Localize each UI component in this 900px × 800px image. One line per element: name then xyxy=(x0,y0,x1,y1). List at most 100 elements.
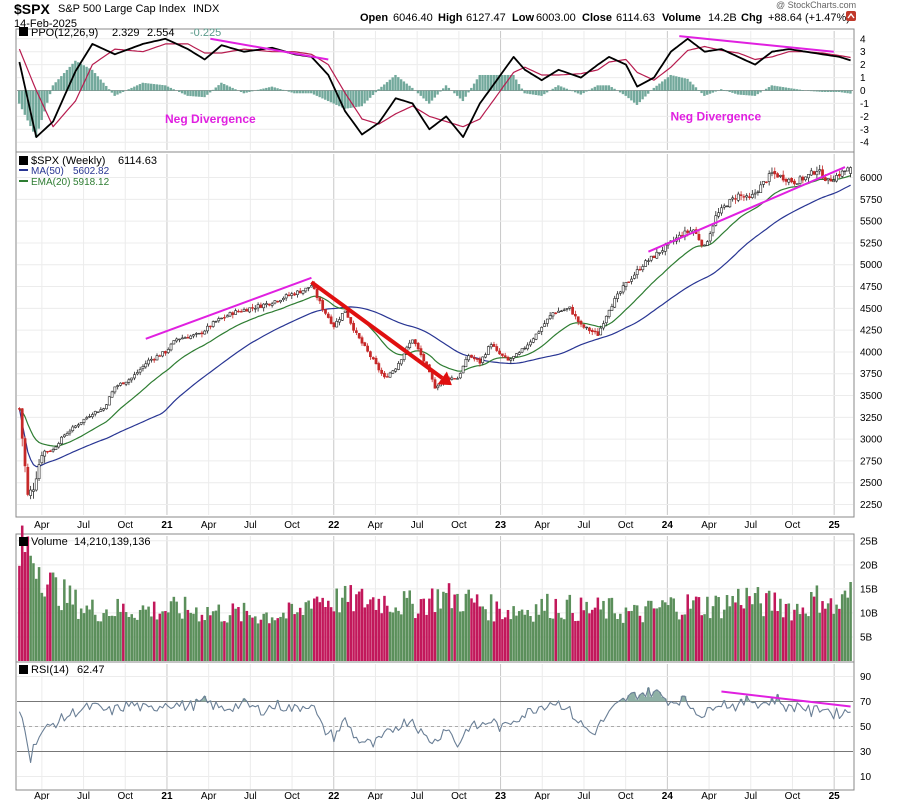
volume-bar xyxy=(405,597,409,661)
candle-body xyxy=(470,354,473,358)
x-tick-label: Jul xyxy=(411,520,424,531)
ppo-histogram-bar xyxy=(613,88,616,91)
volume-bar xyxy=(315,596,319,661)
candle-body xyxy=(287,294,291,297)
volume-bar xyxy=(697,597,701,661)
volume-bar xyxy=(225,622,229,661)
candle-body xyxy=(739,194,743,196)
volume-bar xyxy=(150,616,153,661)
volume-bar xyxy=(248,615,251,661)
ppo-histogram-bar xyxy=(399,79,403,91)
ppo-histogram-bar xyxy=(228,86,232,91)
volume-bar xyxy=(840,594,844,661)
ppo-histogram-bar xyxy=(116,90,119,95)
candle-body xyxy=(472,357,476,360)
ppo-histogram-bar xyxy=(711,90,715,93)
ppo-histogram-bar xyxy=(722,90,726,91)
x-tick-label: 23 xyxy=(495,520,507,531)
ppo-histogram-bar xyxy=(644,90,647,97)
volume-bar xyxy=(71,604,75,661)
price-tick-label: 4250 xyxy=(860,326,883,337)
volume-bar xyxy=(270,617,274,661)
candle-body xyxy=(543,323,546,327)
candle-body xyxy=(371,357,375,360)
volume-bar xyxy=(675,611,678,661)
ppo-histogram-bar xyxy=(703,90,706,96)
volume-bar xyxy=(385,605,389,661)
candle-body xyxy=(93,411,97,415)
candle-body xyxy=(144,363,148,368)
ppo-histogram-bar xyxy=(391,77,394,91)
ppo-histogram-bar xyxy=(635,90,639,105)
volume-bar xyxy=(391,612,395,661)
ppo-histogram-bar xyxy=(627,90,630,99)
ppo-histogram-bar xyxy=(849,90,852,94)
volume-bar xyxy=(343,585,347,661)
candle-body xyxy=(736,193,740,201)
price-trendline xyxy=(145,276,312,340)
volume-bar xyxy=(470,598,473,661)
candle-body xyxy=(37,464,41,480)
candle-body xyxy=(34,478,38,491)
volume-bar xyxy=(416,613,420,661)
candle-body xyxy=(618,291,622,294)
volume-bar xyxy=(26,536,30,661)
volume-bar xyxy=(414,618,417,661)
volume-bar xyxy=(593,607,597,661)
candle-body xyxy=(242,309,246,312)
volume-bar xyxy=(287,602,291,661)
candle-body xyxy=(32,489,35,492)
ppo-histogram-bar xyxy=(99,79,102,91)
volume-bar xyxy=(158,613,162,661)
ppo-histogram-bar xyxy=(543,90,546,95)
candle-body xyxy=(200,332,204,335)
ppo-histogram-bar xyxy=(500,74,504,91)
volume-bar xyxy=(576,620,580,661)
x-tick-label: Apr xyxy=(701,520,717,531)
candle-body xyxy=(807,174,810,179)
candle-body xyxy=(360,337,364,344)
candle-body xyxy=(720,207,723,214)
candle-body xyxy=(251,307,254,309)
x-tick-label-bottom: Oct xyxy=(785,791,801,800)
ppo-histogram-bar xyxy=(489,74,493,91)
ppo-histogram-bar xyxy=(130,87,133,91)
ppo-histogram-bar xyxy=(242,90,246,94)
ppo-histogram-bar xyxy=(397,77,400,91)
candle-body xyxy=(18,408,21,410)
volume-bar xyxy=(43,596,46,661)
candle-body xyxy=(422,354,426,362)
ppo-histogram-bar xyxy=(837,90,841,92)
ppo-histogram-bar xyxy=(332,90,335,104)
ppo-histogram-bar xyxy=(621,90,625,95)
ppo-tick-label: -4 xyxy=(860,138,869,149)
volume-bar xyxy=(119,611,122,661)
volume-bar xyxy=(585,601,588,661)
volume-bar xyxy=(113,616,117,661)
ppo-histogram-bar xyxy=(720,89,723,91)
price-tick-label: 4500 xyxy=(860,304,883,315)
volume-bar xyxy=(133,617,136,661)
candle-body xyxy=(661,250,664,253)
volume-bar xyxy=(282,612,285,661)
volume-bar xyxy=(517,611,521,661)
candle-body xyxy=(43,450,47,457)
candle-body xyxy=(194,333,198,335)
x-tick-label: Jul xyxy=(578,520,591,531)
volume-bar xyxy=(161,611,164,661)
candle-body xyxy=(759,184,763,193)
volume-bar xyxy=(310,608,313,661)
candle-body xyxy=(517,352,521,355)
ppo-histogram-bar xyxy=(447,87,451,91)
ppo-histogram-bar xyxy=(663,79,667,91)
ppo-histogram-bar xyxy=(279,89,282,91)
candle-body xyxy=(340,313,344,321)
ppo-histogram-bar xyxy=(498,74,501,91)
candle-body xyxy=(520,348,524,353)
x-tick-label-bottom: 25 xyxy=(829,791,841,800)
candle-body xyxy=(133,374,136,379)
candle-body xyxy=(20,408,24,439)
volume-bar xyxy=(812,596,816,661)
volume-bar xyxy=(411,603,414,661)
